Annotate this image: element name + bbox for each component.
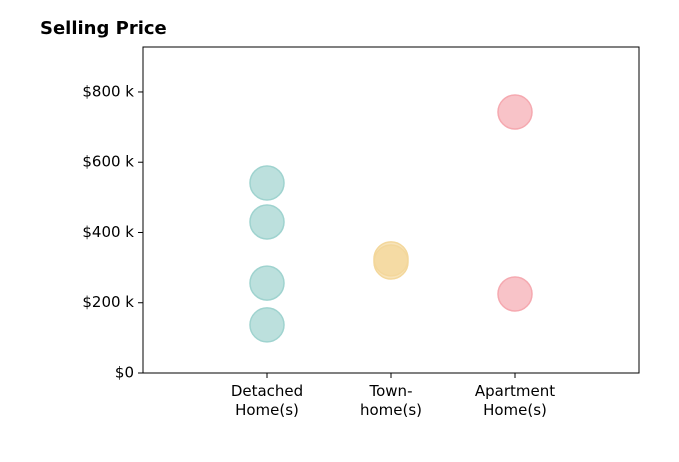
y-tick-label: $600 k <box>82 153 134 171</box>
point <box>497 94 533 130</box>
plot-frame <box>142 46 640 374</box>
point <box>249 165 285 201</box>
x-tick-label: Detached Home(s) <box>230 382 304 419</box>
y-tick-label: $800 k <box>82 82 134 100</box>
y-tick-label: $400 k <box>82 223 134 241</box>
point <box>497 276 533 312</box>
point <box>373 244 409 280</box>
y-tick-label: $200 k <box>82 293 134 311</box>
x-tick-label: Town- home(s) <box>359 382 423 419</box>
chart-title: Selling Price <box>40 18 167 39</box>
point <box>249 307 285 343</box>
x-tick-label: Apartment Home(s) <box>474 382 556 419</box>
y-tick-label: $0 <box>115 364 134 382</box>
point <box>249 265 285 301</box>
point <box>249 204 285 240</box>
